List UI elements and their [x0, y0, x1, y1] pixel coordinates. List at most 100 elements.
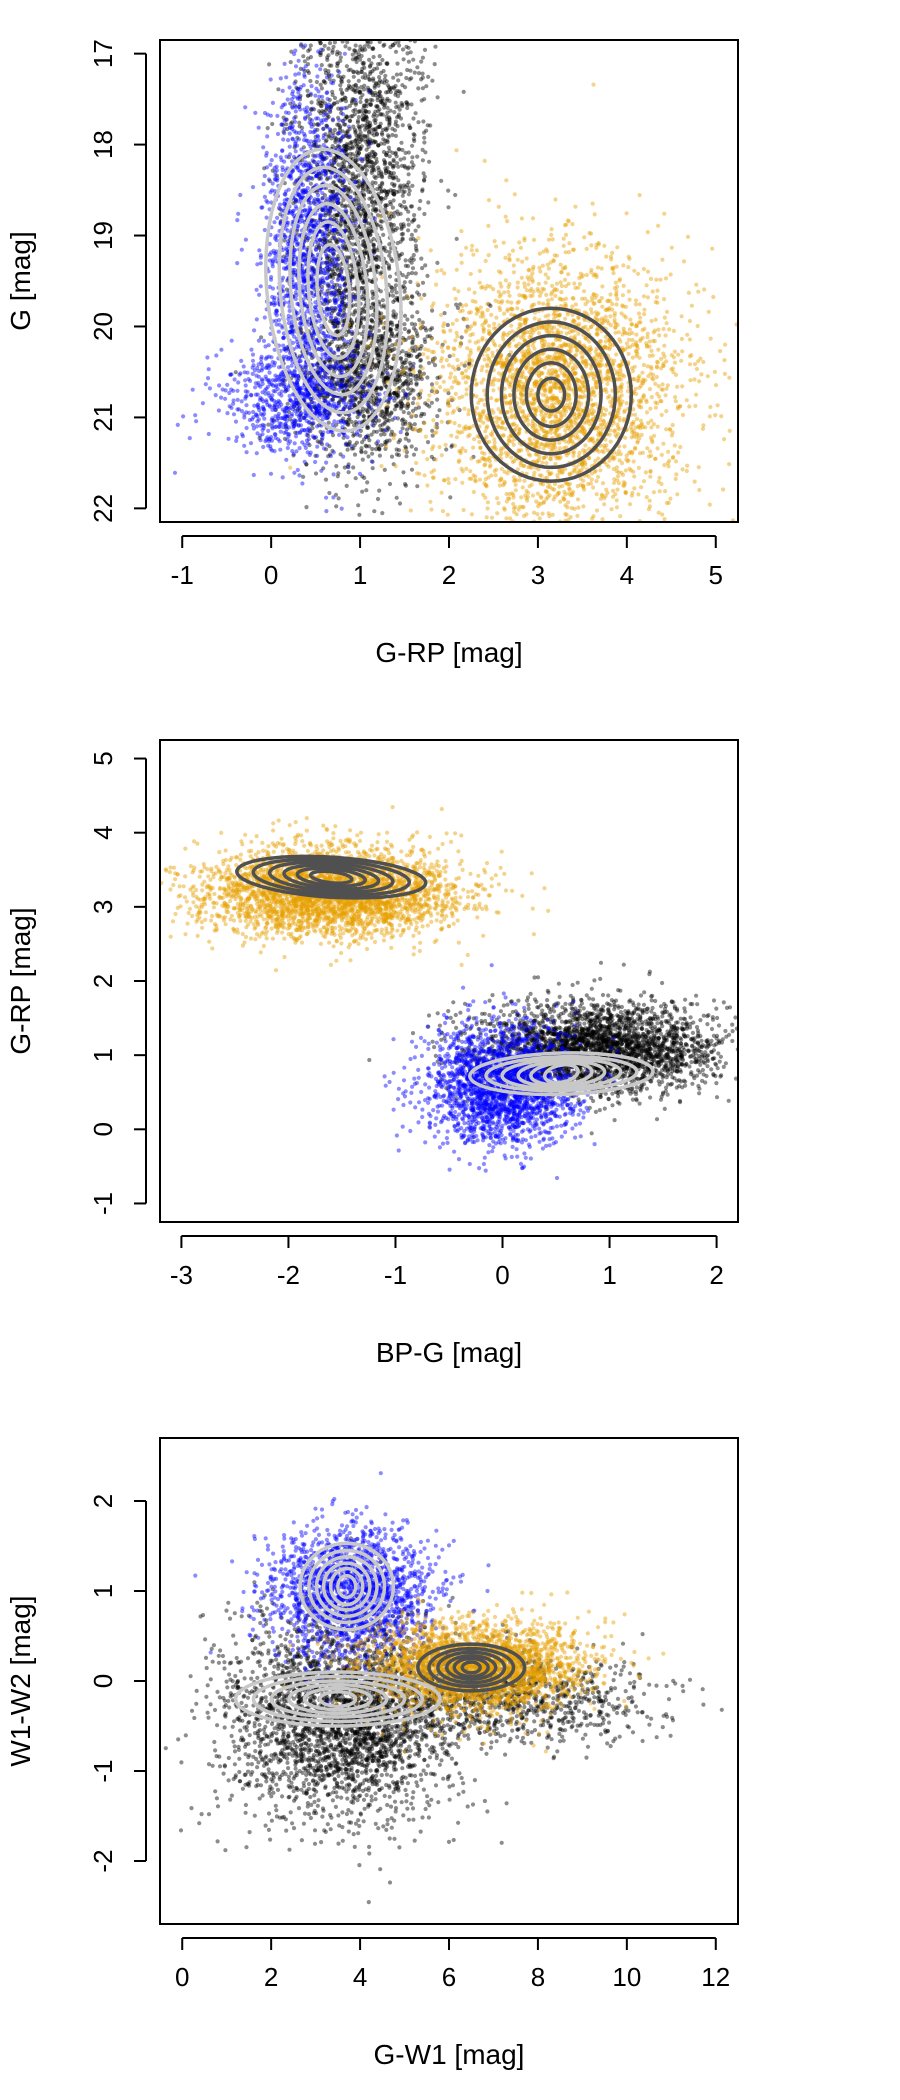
data-point [291, 100, 296, 105]
data-point [295, 192, 300, 197]
data-point [420, 280, 426, 285]
data-point [297, 124, 302, 129]
data-point [333, 292, 338, 297]
data-point [382, 432, 387, 437]
data-point [267, 258, 272, 263]
data-point [363, 47, 368, 52]
data-point [353, 129, 358, 134]
data-point [361, 242, 366, 247]
data-point [391, 309, 396, 314]
data-point [352, 310, 357, 315]
data-point [370, 207, 376, 213]
data-point [309, 222, 314, 227]
data-point [231, 412, 237, 417]
data-point [400, 123, 405, 128]
data-point [331, 192, 336, 197]
data-point [331, 386, 336, 391]
data-point [297, 120, 302, 125]
data-point [409, 381, 414, 386]
data-point [337, 139, 342, 144]
data-point [330, 81, 336, 86]
data-point [330, 267, 335, 272]
data-point [290, 124, 295, 129]
data-point [420, 324, 425, 329]
data-point [336, 288, 341, 293]
data-point [419, 256, 424, 261]
data-point [407, 77, 412, 82]
data-point [392, 86, 397, 91]
data-point [419, 77, 424, 82]
data-point [344, 151, 349, 156]
data-point [301, 54, 306, 59]
data-point [354, 440, 359, 445]
data-point [332, 235, 337, 240]
data-point [347, 118, 352, 123]
data-point [281, 266, 287, 271]
data-point [225, 382, 230, 387]
data-point [369, 399, 374, 404]
data-point [382, 382, 387, 388]
data-point [287, 131, 292, 136]
data-point [345, 130, 350, 135]
data-point [340, 314, 345, 320]
data-point [283, 348, 289, 353]
data-point [324, 509, 329, 514]
data-point [385, 83, 390, 88]
series-points [233, 40, 512, 517]
data-point [362, 44, 367, 49]
data-point [298, 169, 303, 174]
data-point [328, 214, 333, 219]
data-point [347, 186, 352, 191]
data-point [259, 205, 264, 210]
data-point [397, 501, 403, 506]
data-point [315, 362, 320, 367]
data-point [275, 113, 280, 118]
data-point [412, 213, 417, 218]
data-point [355, 370, 360, 375]
data-point [335, 381, 340, 386]
data-point [291, 270, 296, 275]
data-point [379, 311, 384, 316]
data-point [345, 464, 350, 469]
data-point [380, 333, 385, 339]
data-point [416, 120, 421, 125]
data-point [368, 102, 373, 107]
data-point [384, 150, 389, 156]
data-point [343, 281, 348, 287]
data-point [362, 87, 367, 92]
data-point [393, 151, 398, 157]
data-point [369, 196, 374, 201]
data-point [420, 75, 425, 80]
data-point [351, 70, 356, 75]
data-point [243, 383, 248, 388]
data-point [318, 53, 323, 58]
data-point [285, 401, 290, 406]
data-point [340, 90, 345, 95]
data-point [395, 88, 400, 94]
data-point [404, 274, 409, 279]
data-point [422, 140, 427, 145]
data-point [413, 271, 418, 276]
data-point [389, 214, 394, 219]
data-point [378, 98, 383, 103]
data-point [370, 200, 375, 205]
data-point [432, 363, 438, 368]
data-point [339, 78, 344, 84]
data-point [273, 378, 278, 383]
data-point [377, 124, 382, 129]
data-point [322, 43, 327, 48]
data-point [420, 147, 425, 152]
data-point [430, 308, 435, 313]
data-point [361, 414, 366, 419]
data-point [361, 60, 366, 65]
data-point [371, 301, 376, 306]
data-point [399, 101, 404, 106]
data-point [354, 421, 359, 426]
data-point [342, 386, 347, 391]
data-point [341, 308, 346, 313]
data-point [347, 133, 352, 138]
data-point [327, 108, 332, 113]
data-point [354, 179, 359, 184]
data-point [395, 241, 400, 246]
data-point [319, 468, 324, 473]
